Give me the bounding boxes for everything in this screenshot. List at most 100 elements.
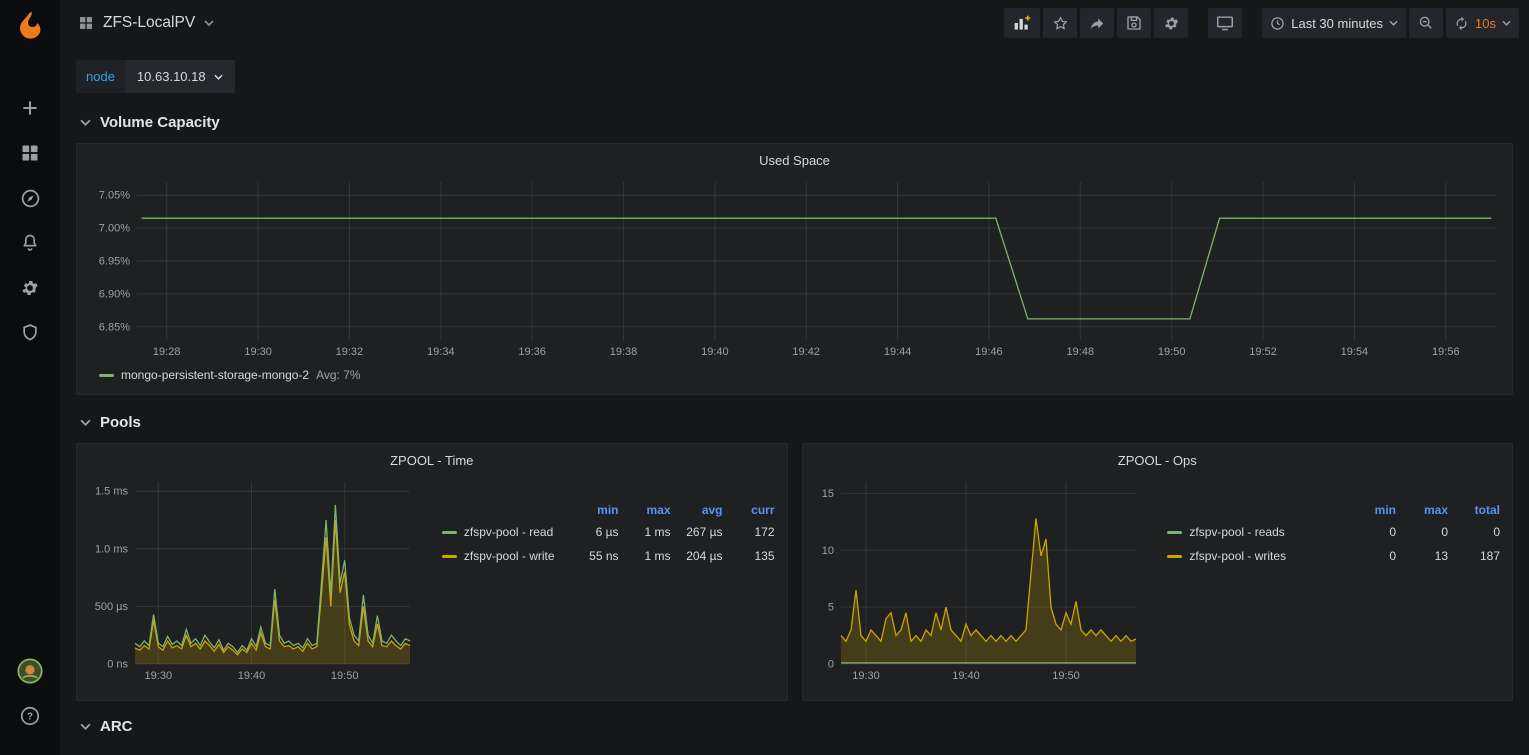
add-panel-button[interactable] [1004, 8, 1041, 38]
row-arc[interactable]: ARC [80, 711, 1513, 741]
svg-text:6.95%: 6.95% [99, 256, 130, 268]
alerting-bell-icon[interactable] [10, 223, 50, 263]
zpool-ops-chart[interactable]: 19:30 19:40 19:50 0 5 10 15 [811, 474, 1144, 686]
legend-value: 187 [1479, 549, 1500, 563]
svg-text:19:30: 19:30 [145, 670, 173, 682]
svg-text:19:54: 19:54 [1341, 346, 1369, 358]
legend-header-total[interactable]: total [1474, 503, 1500, 517]
legend-header-curr[interactable]: curr [751, 503, 775, 517]
user-avatar[interactable] [10, 651, 50, 691]
grafana-logo-icon[interactable] [13, 8, 47, 42]
legend-value: 135 [754, 549, 775, 563]
svg-text:19:40: 19:40 [238, 670, 266, 682]
svg-text:6.85%: 6.85% [99, 321, 130, 333]
series-swatch [441, 554, 457, 558]
refresh-interval-label: 10s [1475, 15, 1496, 31]
chevron-down-icon [214, 74, 223, 80]
legend-header-max[interactable]: max [1423, 503, 1448, 517]
legend-value: 172 [754, 525, 775, 539]
gear-icon [1164, 17, 1178, 29]
svg-text:500 µs: 500 µs [95, 601, 129, 613]
svg-text:1.0 ms: 1.0 ms [95, 543, 129, 555]
svg-text:10: 10 [821, 545, 833, 557]
legend-value: 0 [1389, 525, 1396, 539]
star-icon [1053, 16, 1067, 29]
svg-text:19:48: 19:48 [1067, 346, 1095, 358]
svg-text:0 ns: 0 ns [107, 659, 128, 671]
configuration-gear-icon[interactable] [10, 268, 50, 308]
legend-header-min[interactable]: min [1374, 503, 1396, 517]
star-dashboard-button[interactable] [1043, 8, 1078, 38]
svg-text:6.90%: 6.90% [99, 288, 130, 300]
legend-value: 1 ms [644, 549, 671, 563]
legend-value: 6 µs [595, 525, 619, 539]
help-icon[interactable]: ? [10, 696, 50, 736]
legend-value: 0 [1389, 549, 1396, 563]
row-title: ARC [100, 717, 133, 735]
chevron-down-icon [80, 419, 91, 426]
used-space-legend: mongo-persistent-storage-mongo-2 Avg: 7% [85, 362, 1504, 382]
refresh-icon [1456, 16, 1467, 30]
series-swatch [1167, 554, 1183, 558]
zoom-out-time-button[interactable] [1409, 8, 1444, 38]
legend-row: zfspv-pool - writes 0 13 187 [1165, 544, 1502, 568]
panel-title[interactable]: ZPOOL - Time [390, 453, 474, 468]
legend-header-max[interactable]: max [646, 503, 671, 517]
explore-compass-icon[interactable] [10, 178, 50, 218]
svg-text:19:32: 19:32 [336, 346, 364, 358]
row-pools[interactable]: Pools [80, 407, 1513, 437]
dashboard-settings-button[interactable] [1154, 8, 1189, 38]
svg-text:19:36: 19:36 [518, 346, 546, 358]
save-icon [1127, 16, 1141, 30]
add-panel-icon [1014, 15, 1031, 30]
clock-icon [1271, 16, 1284, 30]
time-range-picker[interactable]: Last 30 minutes [1262, 8, 1407, 38]
panel-zpool-ops: ZPOOL - Ops 19:30 19:40 19:50 0 5 10 15 min ma… [801, 443, 1513, 701]
row-title: Volume Capacity [100, 113, 220, 131]
node-variable-dropdown[interactable]: node 10.63.10.18 [76, 60, 235, 93]
svg-text:19:56: 19:56 [1432, 346, 1460, 358]
zpool-ops-legend: min max total zfspv-pool - reads 0 0 0 [1143, 474, 1504, 686]
svg-text:19:42: 19:42 [792, 346, 820, 358]
panel-title[interactable]: ZPOOL - Ops [1117, 453, 1197, 468]
cycle-view-mode-button[interactable] [1208, 8, 1243, 38]
panel-used-space: Used Space 19:28 19:30 19:32 19:34 19:36 19:3… [76, 143, 1513, 395]
chevron-down-icon [80, 723, 91, 730]
page-title: ZFS-LocalPV [103, 14, 196, 31]
legend-header-min[interactable]: min [597, 503, 619, 517]
svg-text:19:44: 19:44 [884, 346, 912, 358]
refresh-picker[interactable]: 10s [1446, 8, 1519, 38]
svg-text:1.5 ms: 1.5 ms [95, 486, 129, 498]
svg-text:19:50: 19:50 [331, 670, 359, 682]
series-swatch [99, 373, 114, 377]
legend-value: 1 ms [644, 525, 671, 539]
svg-text:7.05%: 7.05% [99, 190, 130, 202]
svg-text:19:30: 19:30 [244, 346, 272, 358]
svg-text:5: 5 [827, 602, 833, 614]
server-admin-shield-icon[interactable] [10, 313, 50, 353]
dashboards-icon[interactable] [10, 133, 50, 173]
dashboard-title-button[interactable]: ZFS-LocalPV [78, 14, 214, 32]
chevron-down-icon [204, 20, 214, 26]
series-avg: Avg: 7% [316, 368, 361, 382]
share-dashboard-button[interactable] [1080, 8, 1115, 38]
svg-text:19:40: 19:40 [701, 346, 729, 358]
save-dashboard-button[interactable] [1117, 8, 1152, 38]
series-name: zfspv-pool - write [463, 549, 555, 563]
zpool-time-chart[interactable]: 19:30 19:40 19:50 0 ns 500 µs 1.0 ms 1.5 ms [85, 474, 418, 686]
series-name: zfspv-pool - reads [1189, 525, 1285, 539]
svg-text:0: 0 [827, 659, 833, 671]
legend-value: 13 [1434, 549, 1448, 563]
create-plus-icon[interactable] [10, 88, 50, 128]
series-name: zfspv-pool - read [463, 525, 554, 539]
svg-text:19:50: 19:50 [1052, 670, 1080, 682]
panel-title[interactable]: Used Space [759, 153, 830, 168]
row-volume-capacity[interactable]: Volume Capacity [80, 107, 1513, 137]
svg-text:19:30: 19:30 [852, 670, 880, 682]
time-range-label: Last 30 minutes [1291, 15, 1384, 31]
dashboard-content: node 10.63.10.18 Volume Capacity Used Sp… [60, 46, 1529, 755]
used-space-chart[interactable]: 19:28 19:30 19:32 19:34 19:36 19:38 19:40 19:42… [85, 174, 1504, 362]
series-name[interactable]: mongo-persistent-storage-mongo-2 [121, 368, 310, 382]
legend-header-avg[interactable]: avg [701, 503, 723, 517]
